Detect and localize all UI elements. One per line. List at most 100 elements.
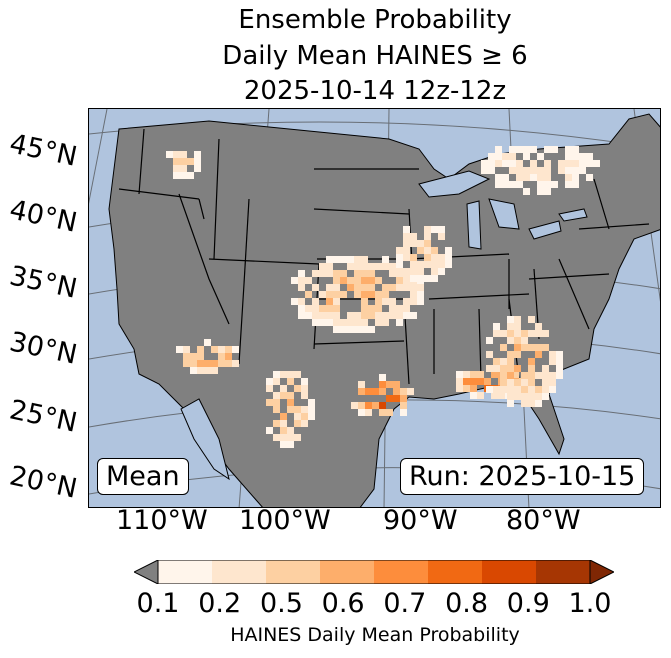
probability-cell [194,165,201,172]
probability-cell [382,312,389,319]
probability-cell [197,360,204,367]
probability-cell [273,434,280,441]
probability-cell [354,256,361,263]
probability-cell [403,312,410,319]
probability-cell [305,291,312,298]
probability-cell [361,298,368,305]
probability-cell [294,434,301,441]
probability-cell [280,413,287,420]
probability-cell [565,146,572,153]
probability-cell [190,353,197,360]
probability-cell [410,275,417,282]
probability-cell [218,360,225,367]
probability-cell [521,400,528,407]
probability-cell [565,181,572,188]
colorbar-cell [428,560,483,584]
probability-cell [551,181,558,188]
probability-cell [417,268,424,275]
probability-cell [549,351,556,358]
probability-cell [298,277,305,284]
probability-cell [333,291,340,298]
probability-cell [386,409,393,416]
probability-cell [333,277,340,284]
probability-cell [326,312,333,319]
probability-cell [521,379,528,386]
probability-cell [375,319,382,326]
probability-cell [579,160,586,167]
probability-cell [521,344,528,351]
probability-cell [354,270,361,277]
probability-cell [410,254,417,261]
probability-cell [273,399,280,406]
probability-cell [542,330,549,337]
probability-cell [535,351,542,358]
probability-cell [410,240,417,247]
probability-cell [280,434,287,441]
probability-cell [535,393,542,400]
probability-cell [333,326,340,333]
probability-cell [463,371,470,378]
probability-cell [495,160,502,167]
probability-cell [319,270,326,277]
probability-cell [488,167,495,174]
probability-cell [375,312,382,319]
probability-cell [301,420,308,427]
probability-cell [382,298,389,305]
probability-cell [211,367,218,374]
probability-cell [431,261,438,268]
probability-cells [166,146,600,448]
probability-cell [266,399,273,406]
probability-cell [280,371,287,378]
probability-cell [326,284,333,291]
probability-cell [294,406,301,413]
probability-cell [544,174,551,181]
probability-cell [530,167,537,174]
probability-cell [565,174,572,181]
title-line-1: Ensemble Probability [238,5,512,35]
probability-cell [396,270,403,277]
probability-cell [445,247,452,254]
probability-cell [396,254,403,261]
probability-cell [431,275,438,282]
probability-cell [396,305,403,312]
probability-cell [500,372,507,379]
probability-cell [417,298,424,305]
probability-cell [358,388,365,395]
probability-cell [516,160,523,167]
probability-cell [354,291,361,298]
probability-cell [225,360,232,367]
colorbar-tick-label: 0.5 [259,588,303,619]
probability-cell [340,291,347,298]
probability-cell [180,172,187,179]
probability-cell [542,372,549,379]
probability-cell [535,323,542,330]
probability-cell [326,291,333,298]
probability-cell [287,378,294,385]
probability-cell [197,346,204,353]
probability-cell [507,379,514,386]
probability-cell [512,371,519,378]
probability-cell [375,298,382,305]
probability-cell [495,146,502,153]
probability-cell [528,372,535,379]
probability-cell [521,330,528,337]
probability-cell [544,181,551,188]
probability-cell [456,371,463,378]
probability-cell [204,339,211,346]
probability-cell [514,330,521,337]
colorbar-cell [158,560,213,584]
probability-cell [287,371,294,378]
probability-cell [431,247,438,254]
probability-cell [396,312,403,319]
probability-cell [333,284,340,291]
probability-cell [166,151,173,158]
probability-cell [389,298,396,305]
probability-cell [382,263,389,270]
probability-cell [173,165,180,172]
colorbar-label: HAINES Daily Mean Probability [230,624,520,646]
probability-cell [544,146,551,153]
probability-cell [361,312,368,319]
probability-cell [542,379,549,386]
probability-cell [535,400,542,407]
probability-cell [273,406,280,413]
